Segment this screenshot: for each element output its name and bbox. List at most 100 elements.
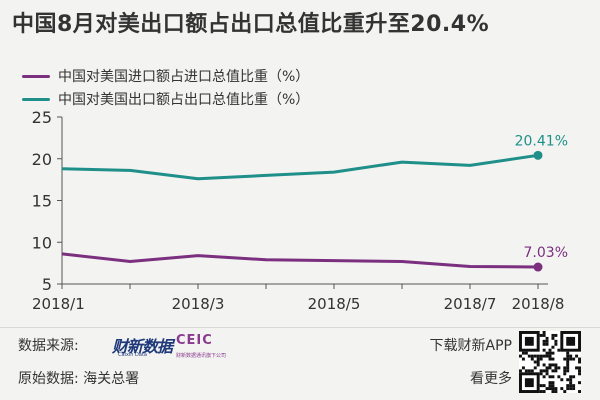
qr-module xyxy=(569,357,573,361)
qr-module xyxy=(548,387,552,391)
qr-module xyxy=(542,333,546,337)
qr-module xyxy=(551,363,555,367)
qr-module xyxy=(572,387,576,391)
qr-module xyxy=(578,366,581,370)
legend-label-import: 中国对美国进口额占进口总值比重（%） xyxy=(58,69,310,85)
caixin-data-logo-subtitle: Caixin Data xyxy=(118,352,147,358)
qr-module xyxy=(554,333,558,337)
qr-module xyxy=(575,366,579,370)
qr-module xyxy=(542,363,546,367)
qr-module xyxy=(548,375,552,379)
qr-module xyxy=(572,357,576,361)
qr-module xyxy=(554,363,558,367)
qr-module xyxy=(524,351,528,355)
qr-module xyxy=(548,366,552,370)
qr-module xyxy=(527,354,531,358)
ceic-logo: CEIC xyxy=(176,333,213,348)
qr-module xyxy=(566,384,570,388)
qr-module xyxy=(545,354,549,358)
qr-module xyxy=(566,387,570,391)
qr-module xyxy=(521,351,525,355)
qr-module xyxy=(560,378,564,382)
qr-module xyxy=(566,369,570,373)
series-group: 7.03% 20.41% xyxy=(61,133,568,272)
qr-module xyxy=(521,357,525,361)
qr-module xyxy=(519,354,522,358)
qr-module xyxy=(548,348,552,352)
legend-label-export: 中国对美国出口额占出口总值比重（%） xyxy=(58,92,310,108)
y-tick-label: 25 xyxy=(32,108,52,127)
qr-module xyxy=(530,369,534,373)
qr-module xyxy=(542,384,546,388)
caixin-data-logo: 财新数据 xyxy=(112,337,173,356)
qr-module xyxy=(548,363,552,367)
qr-module xyxy=(569,375,573,379)
qr-module xyxy=(563,372,567,376)
qr-module xyxy=(539,357,543,361)
qr-module xyxy=(524,369,528,373)
qr-module xyxy=(554,387,558,391)
qr-module xyxy=(569,381,573,385)
qr-module xyxy=(563,366,567,370)
qr-module xyxy=(566,363,570,367)
qr-module xyxy=(551,369,555,373)
x-axis: 2018/1 2018/3 2018/5 2018/7 2018/8 xyxy=(32,283,564,313)
qr-module xyxy=(575,354,579,358)
see-more-label: 看更多 xyxy=(470,371,512,387)
end-label-export: 20.41% xyxy=(515,133,568,149)
qr-module xyxy=(551,375,555,379)
qr-module xyxy=(539,354,543,358)
qr-module xyxy=(554,342,558,346)
qr-module xyxy=(554,339,558,343)
qr-module xyxy=(545,387,549,391)
qr-code-icon[interactable] xyxy=(519,331,581,393)
qr-module xyxy=(536,360,540,364)
qr-module xyxy=(557,375,561,379)
qr-module xyxy=(548,354,552,358)
y-tick-label: 20 xyxy=(32,150,52,169)
qr-module xyxy=(554,390,558,393)
download-app-label: 下载财新APP xyxy=(429,338,512,354)
qr-module xyxy=(533,354,537,358)
qr-module xyxy=(542,348,546,352)
qr-module xyxy=(545,369,549,373)
qr-finder-center xyxy=(524,378,534,388)
qr-finder-center xyxy=(566,336,576,346)
qr-module xyxy=(566,378,570,382)
x-tick-label: 2018/5 xyxy=(308,295,361,313)
qr-module xyxy=(551,384,555,388)
x-tick-label: 2018/3 xyxy=(172,295,225,313)
ceic-logo-text: CEIC xyxy=(176,333,213,348)
qr-module xyxy=(533,366,537,370)
qr-module xyxy=(542,390,546,393)
qr-module xyxy=(566,351,570,355)
qr-module xyxy=(569,354,573,358)
qr-module xyxy=(551,336,555,340)
end-label-import: 7.03% xyxy=(524,245,568,261)
qr-module xyxy=(551,381,555,385)
qr-module xyxy=(566,354,570,358)
ceic-logo-subtitle: 财新数据通讯旗下公司 xyxy=(176,353,227,359)
footer-divider xyxy=(0,327,600,328)
qr-module xyxy=(521,366,525,370)
qr-module xyxy=(578,357,581,361)
qr-module xyxy=(551,351,555,355)
qr-finder-center xyxy=(524,336,534,346)
end-point-export xyxy=(533,150,543,160)
y-tick-label: 15 xyxy=(32,192,52,211)
qr-module xyxy=(560,387,564,391)
qr-module xyxy=(533,360,537,364)
qr-module xyxy=(578,390,581,393)
qr-module xyxy=(563,369,567,373)
x-tick-label: 2018/1 xyxy=(32,295,85,313)
qr-module xyxy=(566,360,570,364)
qr-module xyxy=(548,384,552,388)
qr-module xyxy=(557,348,561,352)
qr-module xyxy=(548,381,552,385)
legend-item-export: 中国对美国出口额占出口总值比重（%） xyxy=(22,89,309,109)
qr-module xyxy=(578,369,581,373)
qr-module xyxy=(557,366,561,370)
qr-module xyxy=(572,375,576,379)
qr-module xyxy=(536,363,540,367)
